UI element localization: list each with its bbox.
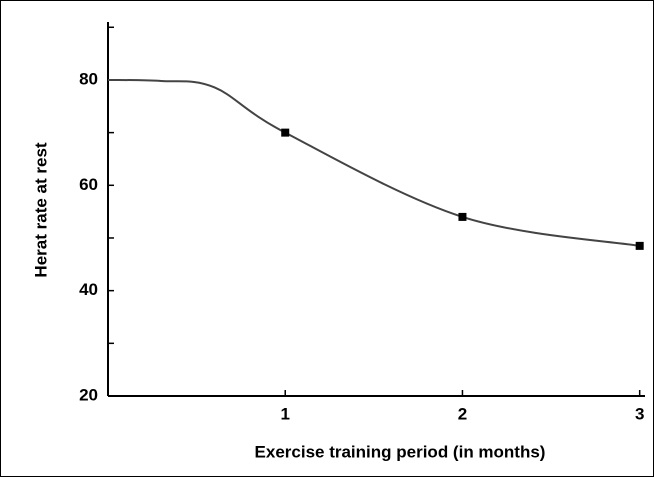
x-axis-label: Exercise training period (in months) xyxy=(255,442,546,461)
marker xyxy=(635,241,644,250)
x-tick-label: 1 xyxy=(280,404,289,423)
x-tick-label: 2 xyxy=(458,404,467,423)
y-tick-label: 80 xyxy=(79,69,98,88)
marker xyxy=(281,128,290,137)
y-axis-label: Herat rate at rest xyxy=(31,142,50,277)
marker xyxy=(458,212,467,221)
x-tick-label: 3 xyxy=(635,404,644,423)
y-tick-label: 40 xyxy=(79,280,98,299)
y-tick-label: 20 xyxy=(79,385,98,404)
y-tick-label: 60 xyxy=(79,175,98,194)
